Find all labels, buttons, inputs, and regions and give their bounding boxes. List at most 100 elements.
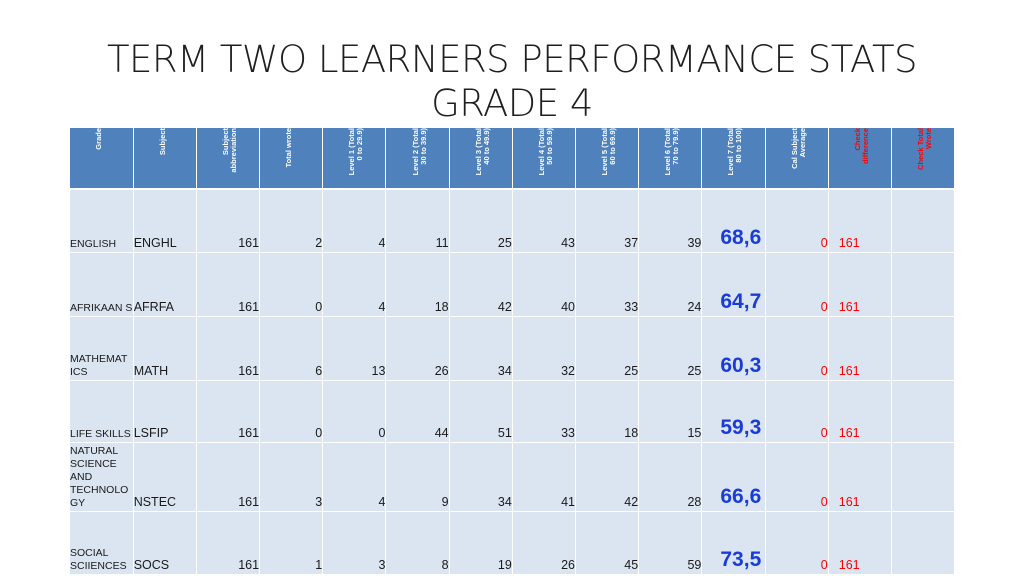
header-label: Level 7 (Total 80 to 100) xyxy=(726,128,744,176)
table-row: AFRIKAAN S AFRFA 161 0 4 18 42 40 33 24 … xyxy=(70,252,956,317)
header-label: Check Total Wrote xyxy=(916,128,934,170)
level-7-cell: 15 xyxy=(638,380,703,443)
subject-cell: AFRIKAAN S xyxy=(70,252,134,317)
level-2-cell: 4 xyxy=(322,189,387,253)
level-5-cell: 43 xyxy=(512,189,577,253)
average-cell: 66,6 xyxy=(701,442,766,512)
header-label: Total wrote xyxy=(284,128,294,168)
check-total-wrote-cell: 161 xyxy=(828,380,892,443)
table-row: ENGLISH ENGHL 161 2 4 11 25 43 37 39 68,… xyxy=(70,189,956,253)
level-3-cell: 26 xyxy=(385,316,450,381)
level-7-cell: 59 xyxy=(638,511,703,575)
level-7-cell: 25 xyxy=(638,316,703,381)
level-1-cell: 0 xyxy=(259,380,324,443)
subject-cell: LIFE SKILLS xyxy=(70,380,134,443)
stats-table-container: Grade Subject Subject abbreviation Total… xyxy=(70,128,956,575)
level-4-cell: 25 xyxy=(449,189,513,253)
average-value: 68,6 xyxy=(720,226,762,249)
level-1-cell: 2 xyxy=(259,189,324,253)
level-3-cell: 44 xyxy=(385,380,450,443)
level-3-cell: 8 xyxy=(385,511,450,575)
check-difference-cell: 0 xyxy=(765,511,829,575)
average-cell: 60,3 xyxy=(701,316,766,381)
level-3-cell: 11 xyxy=(385,189,450,253)
header-label: Check difference xyxy=(852,128,870,164)
average-cell: 59,3 xyxy=(701,380,766,443)
header-level-7: Level 7 (Total 80 to 100) xyxy=(701,128,766,190)
check-difference-cell: 0 xyxy=(765,380,829,443)
total-wrote-cell: 161 xyxy=(196,442,261,512)
header-level-1: Level 1 (Total 0 to 29.9) xyxy=(322,128,387,190)
level-7-cell: 24 xyxy=(638,252,703,317)
level-7-cell: 28 xyxy=(638,442,703,512)
abbreviation-cell: MATH xyxy=(133,316,197,381)
subject-cell: MATHEMAT ICS xyxy=(70,316,134,381)
table-row: LIFE SKILLS LSFIP 161 0 0 44 51 33 18 15… xyxy=(70,380,956,443)
header-label: Subject abbreviation xyxy=(220,128,238,173)
header-label: Level 1 (Total 0 to 29.9) xyxy=(347,128,365,176)
header-check-total-wrote: Check Total Wrote xyxy=(891,128,956,190)
check-total-wrote-cell: 161 xyxy=(828,189,892,253)
total-wrote-cell: 161 xyxy=(196,252,261,317)
average-value: 73,5 xyxy=(720,548,762,571)
level-4-cell: 42 xyxy=(449,252,513,317)
abbreviation-cell: NSTEC xyxy=(133,442,197,512)
level-6-cell: 42 xyxy=(575,442,640,512)
subject-cell: ENGLISH xyxy=(70,189,134,253)
header-level-4: Level 4 (Total 50 to 59.9) xyxy=(512,128,577,190)
header-grade: Grade xyxy=(70,128,134,190)
check-total-wrote-cell: 161 xyxy=(828,252,892,317)
level-2-cell: 4 xyxy=(322,442,387,512)
check-difference-cell: 0 xyxy=(765,252,829,317)
abbreviation-cell: ENGHL xyxy=(133,189,197,253)
level-6-cell: 33 xyxy=(575,252,640,317)
header-total-wrote: Total wrote xyxy=(259,128,324,190)
level-1-cell: 1 xyxy=(259,511,324,575)
header-level-3: Level 3 (Total 40 to 49.9) xyxy=(449,128,513,190)
average-value: 66,6 xyxy=(720,485,762,508)
level-5-cell: 32 xyxy=(512,316,577,381)
check-total-wrote-cell: 161 xyxy=(828,316,892,381)
header-label: Cal Subject Average xyxy=(789,128,807,169)
stats-table: Grade Subject Subject abbreviation Total… xyxy=(70,128,956,575)
average-cell: 68,6 xyxy=(701,189,766,253)
check-difference-cell: 0 xyxy=(765,442,829,512)
table-row: SOCIAL SCIIENCES SOCS 161 1 3 8 19 26 45… xyxy=(70,511,956,575)
level-2-cell: 0 xyxy=(322,380,387,443)
average-value: 64,7 xyxy=(720,290,762,313)
empty-cell xyxy=(891,252,956,317)
level-5-cell: 40 xyxy=(512,252,577,317)
subject-cell: NATURAL SCIENCE AND TECHNOLO GY xyxy=(70,442,134,512)
level-5-cell: 41 xyxy=(512,442,577,512)
level-2-cell: 3 xyxy=(322,511,387,575)
abbreviation-cell: SOCS xyxy=(133,511,197,575)
empty-cell xyxy=(891,442,956,512)
average-value: 60,3 xyxy=(720,354,762,377)
average-cell: 73,5 xyxy=(701,511,766,575)
header-level-2: Level 2 (Total 30 to 39.9) xyxy=(385,128,450,190)
header-label: Level 3 (Total 40 to 49.9) xyxy=(473,128,491,176)
average-value: 59,3 xyxy=(720,416,762,439)
empty-cell xyxy=(891,380,956,443)
total-wrote-cell: 161 xyxy=(196,189,261,253)
level-1-cell: 6 xyxy=(259,316,324,381)
header-subject-abbreviation: Subject abbreviation xyxy=(196,128,261,190)
level-2-cell: 4 xyxy=(322,252,387,317)
level-6-cell: 45 xyxy=(575,511,640,575)
header-subject: Subject xyxy=(133,128,197,190)
page-title: TERM TWO LEARNERS PERFORMANCE STATS GRAD… xyxy=(0,38,1024,126)
level-6-cell: 37 xyxy=(575,189,640,253)
table-row: NATURAL SCIENCE AND TECHNOLO GY NSTEC 16… xyxy=(70,442,956,512)
header-subject-average: Cal Subject Average xyxy=(765,128,829,190)
level-7-cell: 39 xyxy=(638,189,703,253)
level-5-cell: 26 xyxy=(512,511,577,575)
level-1-cell: 0 xyxy=(259,252,324,317)
average-cell: 64,7 xyxy=(701,252,766,317)
check-total-wrote-cell: 161 xyxy=(828,442,892,512)
abbreviation-cell: AFRFA xyxy=(133,252,197,317)
level-5-cell: 33 xyxy=(512,380,577,443)
level-2-cell: 13 xyxy=(322,316,387,381)
header-check-difference: Check difference xyxy=(828,128,892,190)
title-line-1: TERM TWO LEARNERS PERFORMANCE STATS xyxy=(106,38,918,81)
level-1-cell: 3 xyxy=(259,442,324,512)
